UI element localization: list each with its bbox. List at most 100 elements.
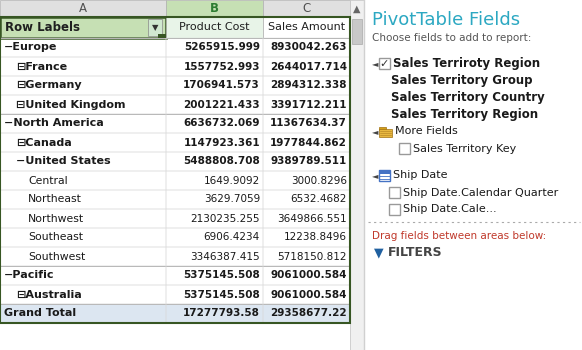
Text: 6532.4682: 6532.4682 (290, 195, 347, 204)
Text: ⊟Germany: ⊟Germany (16, 80, 81, 91)
Bar (0, 190, 350, 209)
Text: More Fields: More Fields (395, 126, 458, 136)
Bar (0, 57, 350, 76)
Text: A: A (79, 2, 87, 15)
Bar (166, 285, 263, 304)
Text: ◄: ◄ (371, 171, 378, 180)
Text: 1147923.361: 1147923.361 (183, 138, 260, 147)
Bar (263, 17, 350, 38)
Bar (0, 133, 350, 152)
Text: Southwest: Southwest (28, 252, 85, 261)
Bar (166, 76, 263, 95)
Text: Sales Territory Group: Sales Territory Group (391, 74, 533, 87)
Bar (379, 170, 390, 181)
Bar (263, 266, 350, 285)
Text: 29358677.22: 29358677.22 (271, 308, 347, 319)
Bar (0, 17, 350, 323)
Text: ⊟Australia: ⊟Australia (16, 289, 81, 300)
Bar (0, 95, 350, 114)
Bar (366, 0, 582, 350)
Text: Sales Territory Key: Sales Territory Key (413, 144, 516, 154)
Bar (0, 247, 166, 266)
Text: ▼: ▼ (374, 246, 384, 259)
Bar (0, 209, 166, 228)
Bar (0, 38, 166, 57)
Text: Southeast: Southeast (28, 232, 83, 243)
Bar (0, 285, 166, 304)
Text: Sales Territory Country: Sales Territory Country (391, 91, 545, 104)
Text: 3629.7059: 3629.7059 (204, 195, 260, 204)
Bar (263, 247, 350, 266)
Text: 17277793.58: 17277793.58 (183, 308, 260, 319)
Text: Sales Amount: Sales Amount (268, 22, 345, 33)
Bar (263, 285, 350, 304)
Bar (0, 17, 166, 38)
Text: Northeast: Northeast (28, 195, 82, 204)
Bar (166, 57, 263, 76)
Bar (350, 0, 364, 350)
Bar (166, 247, 263, 266)
Bar (263, 57, 350, 76)
Bar (0, 76, 166, 95)
Text: B: B (210, 2, 219, 15)
Bar (166, 266, 263, 285)
Bar (0, 247, 350, 266)
Text: C: C (303, 2, 311, 15)
Bar (0, 152, 350, 171)
Text: 5488808.708: 5488808.708 (183, 156, 260, 167)
Text: 3391712.211: 3391712.211 (271, 99, 347, 110)
Text: Grand Total: Grand Total (4, 308, 76, 319)
Text: 8930042.263: 8930042.263 (271, 42, 347, 52)
Text: Sales Territory Region: Sales Territory Region (391, 108, 538, 121)
Text: 2894312.338: 2894312.338 (271, 80, 347, 91)
Text: 1557752.993: 1557752.993 (183, 62, 260, 71)
Text: 1706941.573: 1706941.573 (183, 80, 260, 91)
Text: 9061000.584: 9061000.584 (271, 289, 347, 300)
Bar (0, 114, 350, 133)
Text: ⊟United Kingdom: ⊟United Kingdom (16, 99, 126, 110)
Text: Row Labels: Row Labels (5, 21, 80, 34)
Bar (0, 171, 350, 190)
Bar (263, 209, 350, 228)
Bar (0, 57, 166, 76)
Text: 9061000.584: 9061000.584 (271, 271, 347, 280)
Text: ▲: ▲ (353, 4, 361, 14)
Bar (166, 304, 263, 323)
Bar (263, 228, 350, 247)
Bar (166, 114, 263, 133)
Text: FILTERS: FILTERS (388, 246, 443, 259)
Bar (166, 228, 263, 247)
Text: Northwest: Northwest (28, 214, 84, 224)
Bar (263, 0, 350, 17)
Text: 1649.9092: 1649.9092 (204, 175, 260, 186)
Text: ✓: ✓ (380, 58, 389, 69)
Text: ⊟France: ⊟France (16, 62, 67, 71)
Text: 2644017.714: 2644017.714 (270, 62, 347, 71)
Text: Drag fields between areas below:: Drag fields between areas below: (372, 231, 546, 241)
Text: 9389789.511: 9389789.511 (271, 156, 347, 167)
Bar (0, 266, 166, 285)
Bar (379, 127, 386, 130)
Bar (399, 143, 410, 154)
Bar (166, 0, 263, 17)
Bar (148, 19, 162, 36)
Bar (379, 58, 390, 69)
Text: ◄: ◄ (371, 127, 378, 136)
Text: ◄: ◄ (371, 59, 378, 68)
Bar (0, 209, 350, 228)
Text: 12238.8496: 12238.8496 (284, 232, 347, 243)
Bar (263, 190, 350, 209)
Bar (352, 19, 362, 44)
Text: 11367634.37: 11367634.37 (270, 119, 347, 128)
Bar (263, 76, 350, 95)
Text: Ship Date.Cale...: Ship Date.Cale... (403, 204, 496, 215)
Bar (0, 190, 166, 209)
Text: −Europe: −Europe (4, 42, 58, 52)
Text: 5375145.508: 5375145.508 (183, 271, 260, 280)
Text: 6906.4234: 6906.4234 (204, 232, 260, 243)
Text: 5265915.999: 5265915.999 (184, 42, 260, 52)
Text: −Pacific: −Pacific (4, 271, 55, 280)
Bar (166, 17, 263, 38)
Text: ⊟Canada: ⊟Canada (16, 138, 72, 147)
Bar (263, 152, 350, 171)
